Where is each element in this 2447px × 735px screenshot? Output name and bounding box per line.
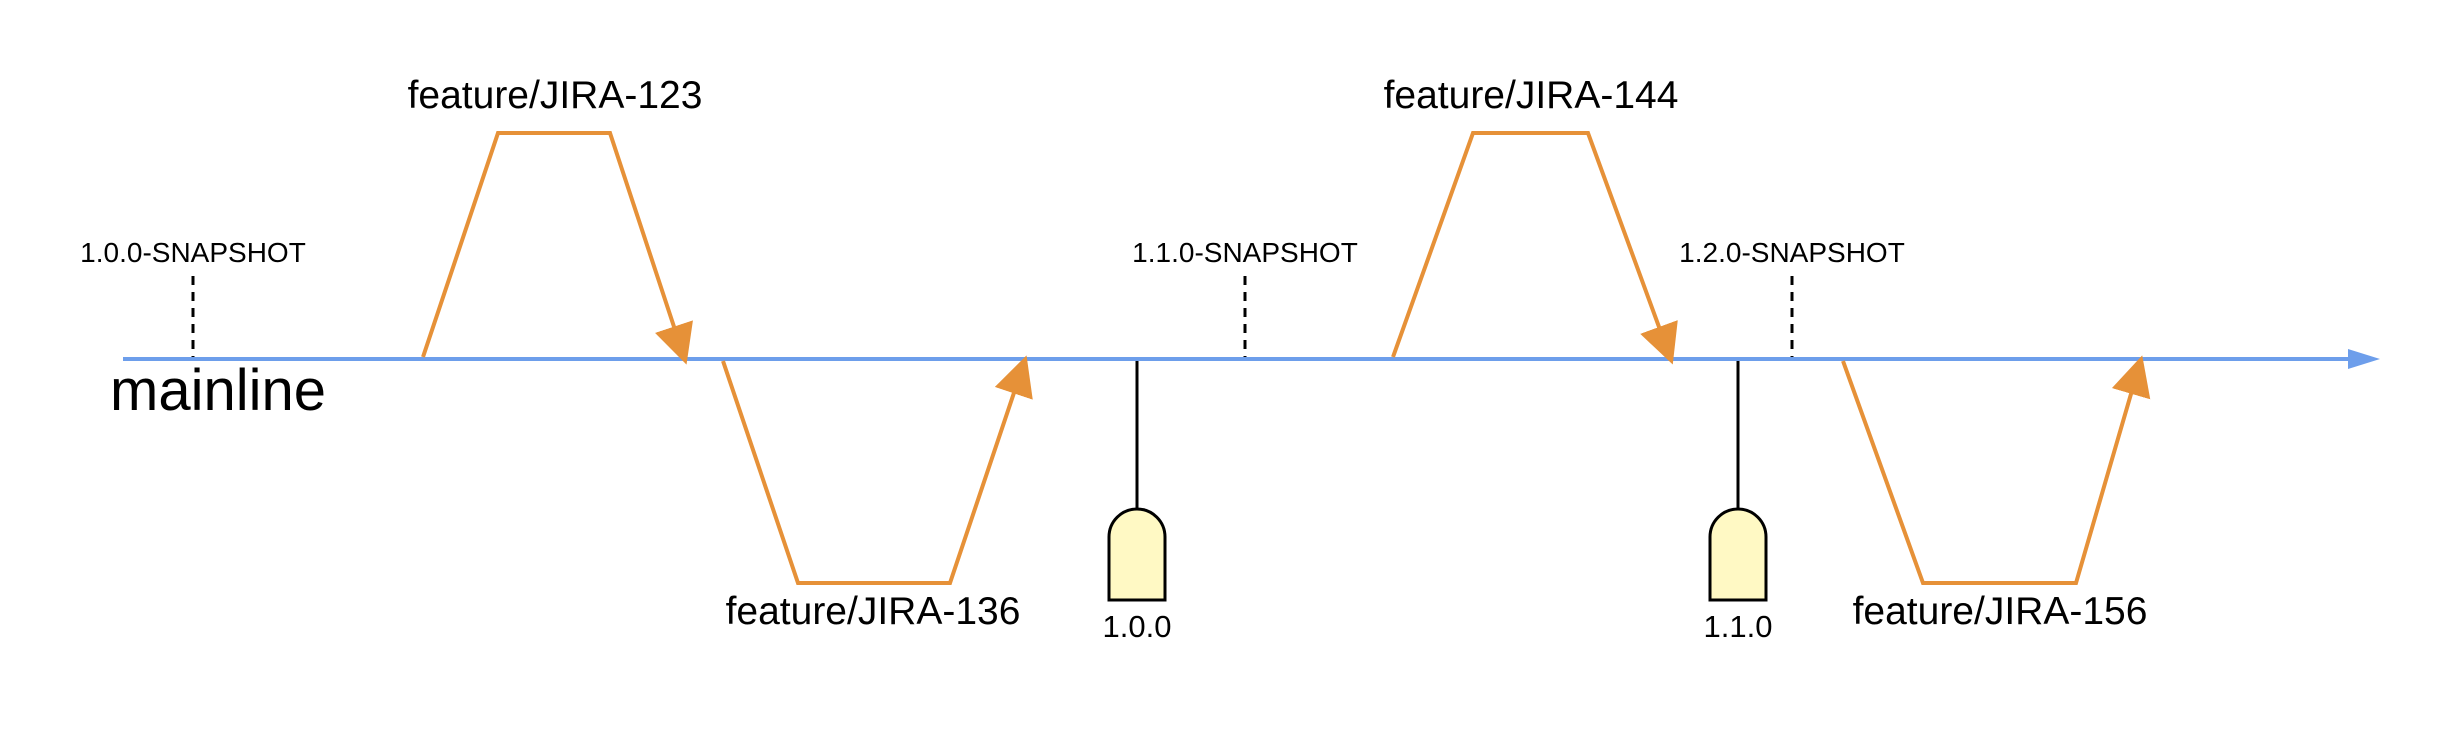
feature-branch-path	[1841, 355, 2151, 585]
release-tag-icon	[1708, 507, 1768, 602]
release-tag-label: 1.0.0	[1103, 609, 1172, 644]
feature-branch-label: feature/JIRA-156	[1853, 590, 2148, 633]
feature-branch: feature/JIRA-156	[1841, 355, 2151, 633]
release-tag: 1.1.0	[1704, 361, 1773, 644]
snapshot-label: 1.0.0-SNAPSHOT	[80, 237, 306, 268]
mainline-arrowhead-icon	[2348, 349, 2380, 369]
feature-branch-label: feature/JIRA-123	[408, 74, 703, 117]
feature-branch: feature/JIRA-144	[1384, 74, 1679, 365]
snapshot-marker: 1.2.0-SNAPSHOT	[1679, 237, 1905, 357]
feature-branch-path	[721, 355, 1033, 585]
feature-branch-label: feature/JIRA-144	[1384, 74, 1679, 117]
feature-branch-label: feature/JIRA-136	[726, 590, 1021, 633]
snapshot-marker: 1.0.0-SNAPSHOT	[80, 237, 306, 357]
release-tag-label: 1.1.0	[1704, 609, 1773, 644]
mainline: mainline	[110, 349, 2380, 423]
release-tag-icon	[1107, 507, 1167, 602]
snapshot-marker: 1.1.0-SNAPSHOT	[1132, 237, 1358, 357]
snapshot-label: 1.2.0-SNAPSHOT	[1679, 237, 1905, 268]
feature-branch-path	[1391, 131, 1678, 365]
feature-branch-path	[421, 131, 693, 365]
release-tag: 1.0.0	[1103, 361, 1172, 644]
mainline-label: mainline	[110, 358, 326, 423]
snapshot-label: 1.1.0-SNAPSHOT	[1132, 237, 1358, 268]
feature-branch: feature/JIRA-123	[408, 74, 703, 365]
feature-branch: feature/JIRA-136	[721, 355, 1033, 633]
